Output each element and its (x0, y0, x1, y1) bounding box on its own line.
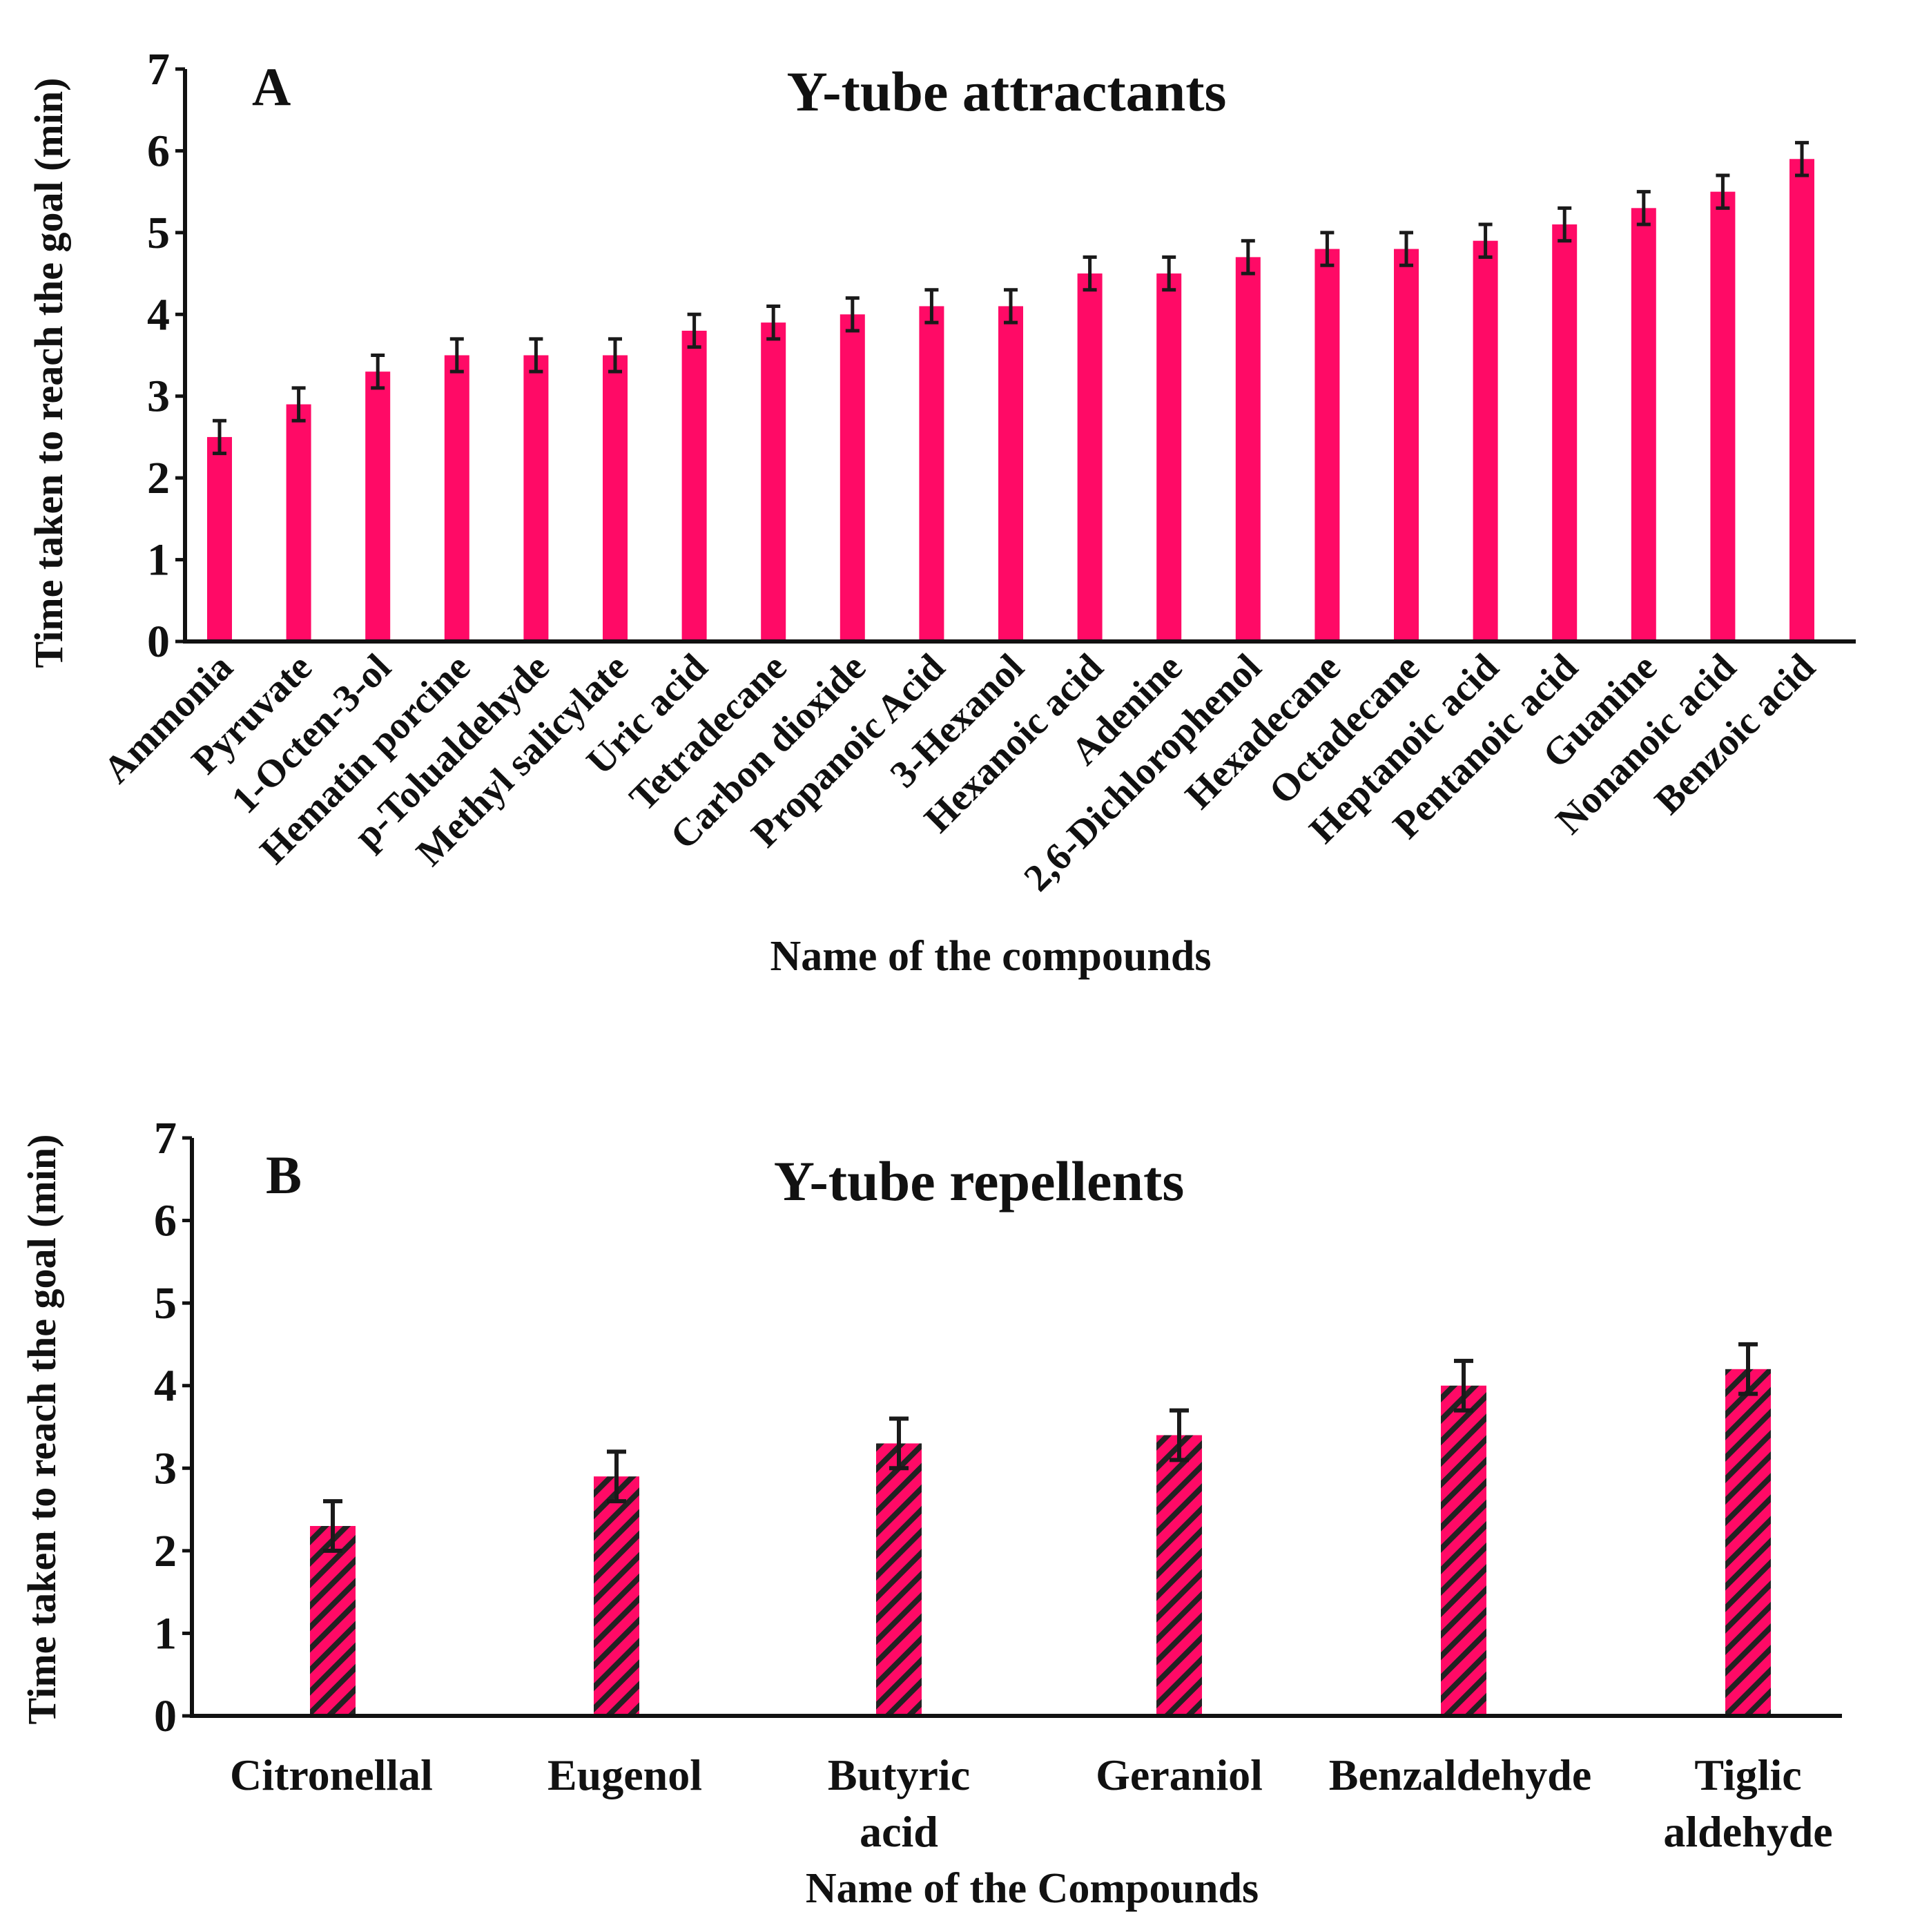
panel-a-bar (998, 306, 1023, 641)
panel-a-bar (1631, 208, 1656, 641)
panel-b-category-label: Butyric (828, 1750, 970, 1799)
panel-a-bar (1789, 159, 1814, 641)
panel-a-y-axis-title: Time taken to reach the goal (min) (26, 78, 71, 668)
panel-a-bar (286, 404, 311, 641)
panel-b-bar (594, 1476, 639, 1716)
panel-b-category-label: Tiglic (1694, 1750, 1801, 1799)
panel-b-category-label: aldehyde (1663, 1807, 1832, 1856)
panel-a-bar (1315, 249, 1340, 641)
panel-b-bar (1156, 1435, 1202, 1716)
panel-a-bar (1235, 257, 1261, 641)
panel-b-category-label: Eugenol (547, 1750, 702, 1799)
panel-a-bar (1077, 273, 1103, 642)
panel-a-bar (444, 355, 469, 641)
panel-b-category-label: Benzaldehyde (1329, 1750, 1591, 1799)
panel-b-chart: B Y-tube repellents Time taken to reach … (19, 1113, 1842, 1912)
panel-a-bar (207, 436, 232, 641)
panel-b-y-tick-label: 1 (154, 1608, 177, 1659)
panel-a-bar (1156, 273, 1182, 642)
panel-a-y-tick-label: 3 (147, 371, 170, 422)
panel-b-y-tick-label: 7 (154, 1113, 177, 1163)
panel-a-bar (761, 322, 786, 641)
panel-b-bar (310, 1525, 356, 1716)
panel-b-y-tick-label: 0 (154, 1691, 177, 1741)
panel-a-bar (919, 306, 944, 641)
panel-b-bar (1441, 1385, 1486, 1716)
panel-b-title: Y-tube repellents (774, 1150, 1185, 1213)
panel-b-letter: B (266, 1145, 302, 1205)
panel-a-bar (603, 355, 628, 641)
panel-a-title: Y-tube attractants (787, 60, 1227, 123)
panel-b-bar (1725, 1369, 1771, 1716)
panel-b-y-tick-label: 6 (154, 1196, 177, 1246)
panel-a-bar (1394, 249, 1419, 641)
panel-b-y-axis-title: Time taken to reach the goal (min) (19, 1134, 64, 1725)
panel-a-y-tick-label: 7 (147, 44, 170, 95)
panel-a-bar (1552, 224, 1578, 641)
panel-b-bar (876, 1443, 922, 1716)
panel-a-y-tick-label: 0 (147, 617, 170, 667)
panel-a-x-axis-title: Name of the compounds (770, 933, 1212, 980)
panel-a-y-tick-label: 4 (147, 289, 170, 340)
panel-a-bar (1473, 240, 1498, 641)
panel-a-bar (681, 330, 707, 641)
panel-b-category-label: acid (860, 1807, 938, 1856)
panel-b-x-axis-title: Name of the Compounds (806, 1865, 1259, 1912)
panel-b-y-tick-label: 3 (154, 1443, 177, 1494)
panel-a-bar (365, 371, 391, 641)
panel-a-y-tick-label: 2 (147, 453, 170, 503)
panel-a-y-tick-label: 5 (147, 208, 170, 258)
panel-b-category-label: Geraniol (1096, 1750, 1263, 1799)
panel-b-category-label: Citronellal (230, 1750, 433, 1799)
panel-a-letter: A (252, 57, 291, 117)
panel-a-bar (1710, 191, 1736, 642)
panel-b-y-tick-label: 4 (154, 1361, 177, 1411)
panel-b-y-tick-label: 2 (154, 1526, 177, 1576)
panel-a-bar (523, 355, 549, 641)
panel-a-y-tick-label: 1 (147, 535, 170, 586)
panel-a-chart: A Y-tube attractants Time taken to reach… (26, 44, 1856, 980)
panel-a-y-tick-label: 6 (147, 126, 170, 176)
panel-b-y-tick-label: 5 (154, 1278, 177, 1329)
panel-a-bar (840, 314, 865, 641)
